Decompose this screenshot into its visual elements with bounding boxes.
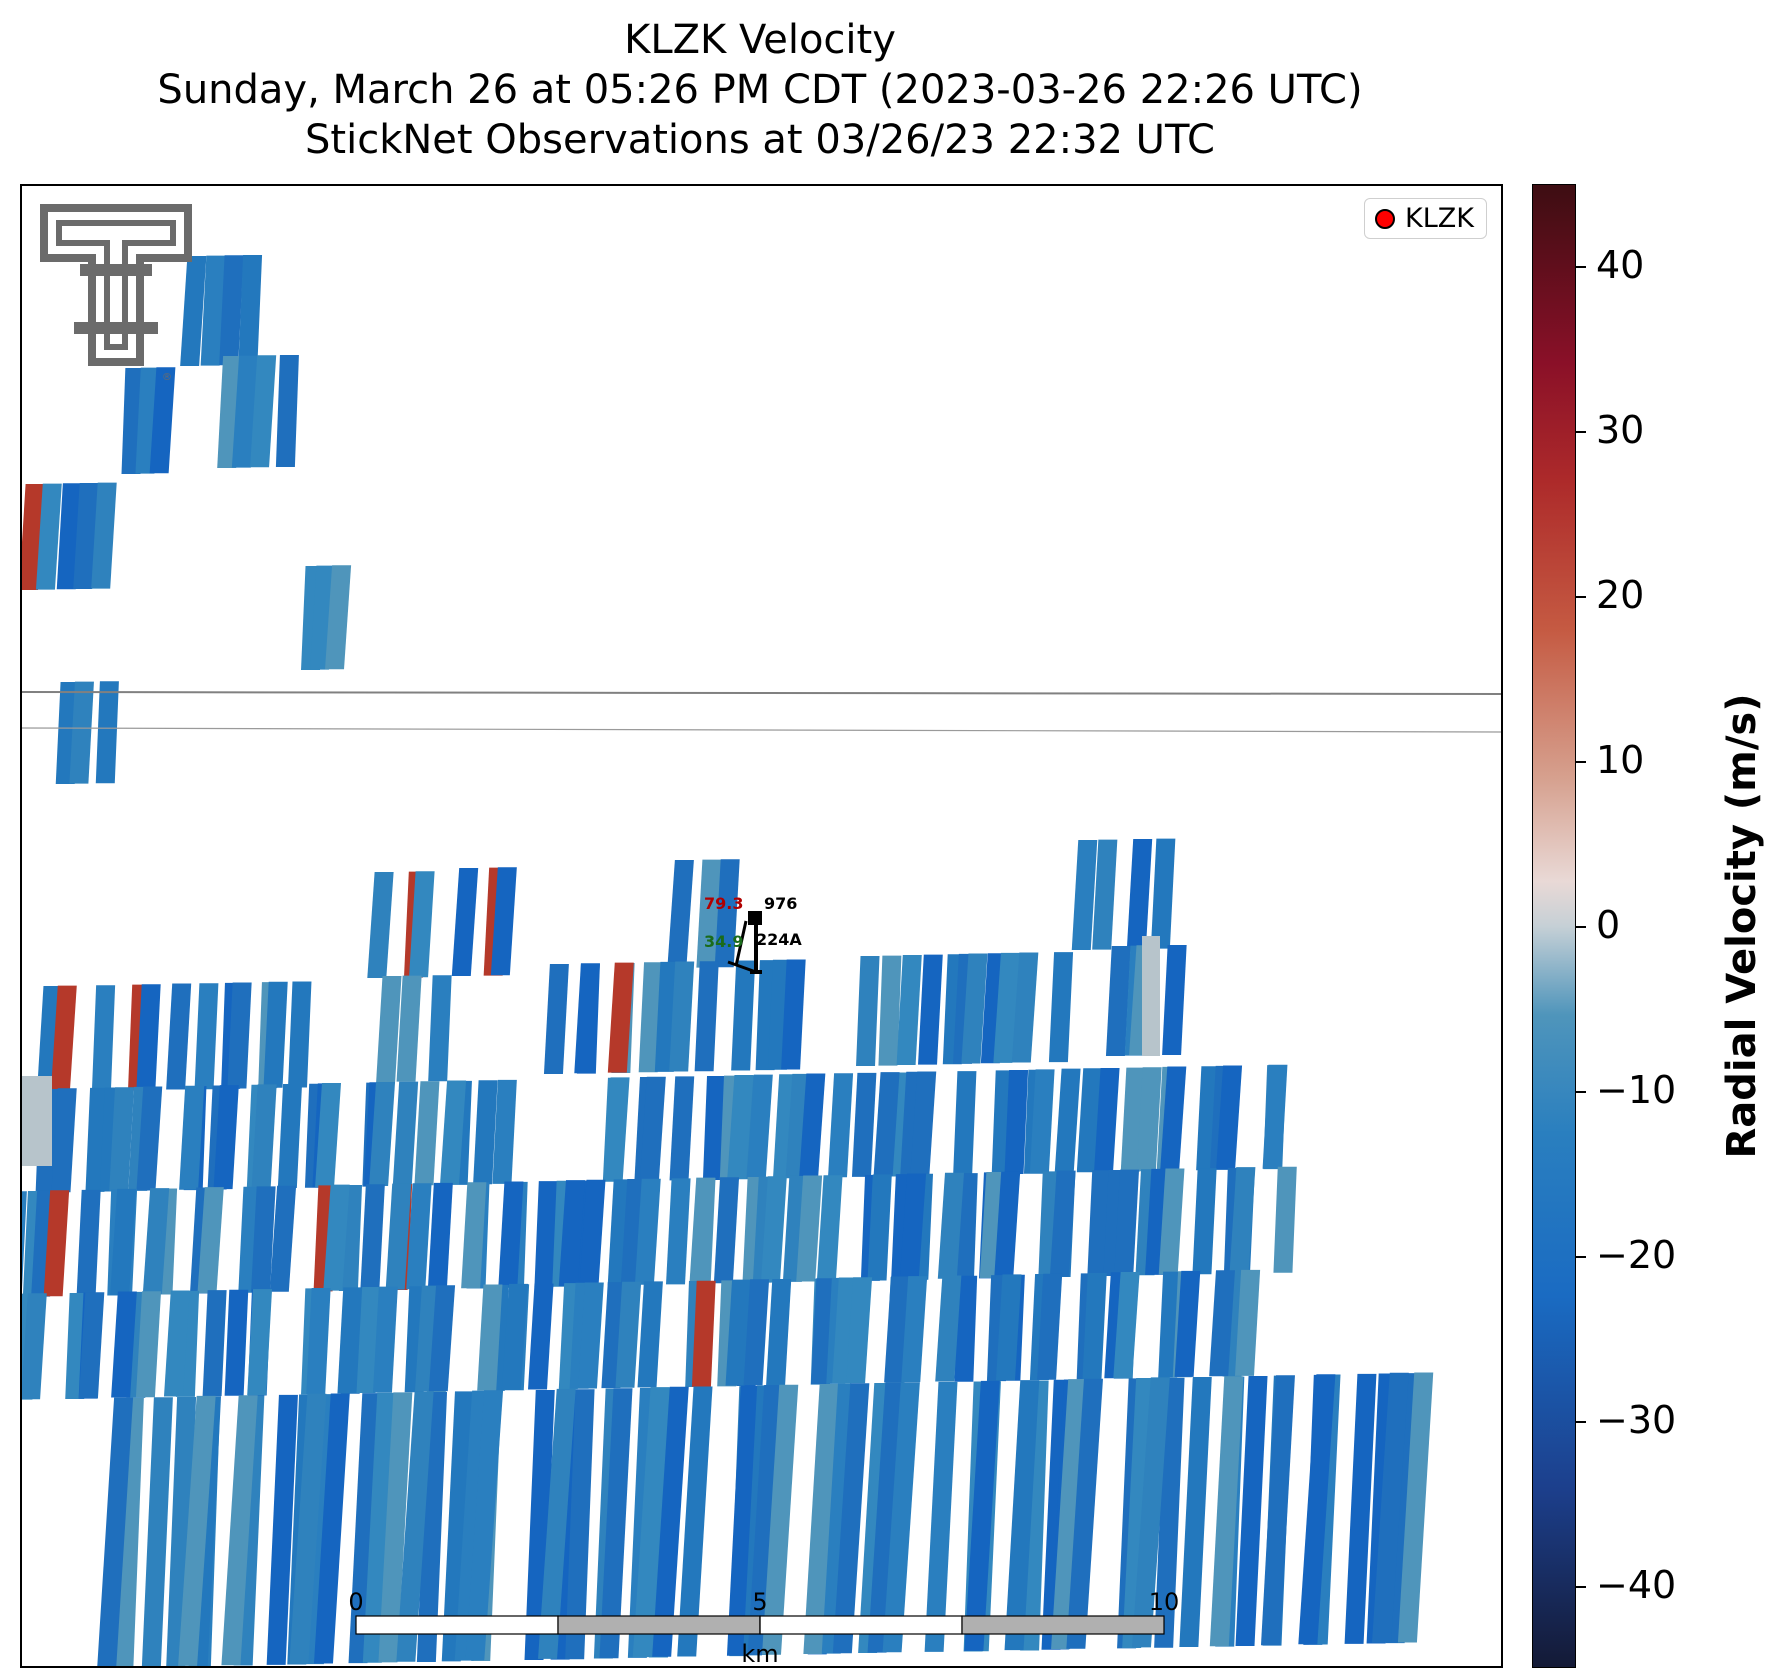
legend-marker-icon — [1375, 208, 1396, 229]
colorbar-tick — [1576, 1090, 1586, 1093]
county-line-2 — [22, 727, 1501, 733]
scale-label-10: 10 — [1149, 1588, 1180, 1616]
radar-plot-area: ® 79.3 976 34.9 224A 0 5 10 km KLZK — [20, 184, 1503, 1668]
colorbar-tick-label: −40 — [1596, 1562, 1677, 1607]
title-line-1: KLZK Velocity — [624, 17, 896, 63]
scale-segment-4 — [961, 1615, 1165, 1635]
colorbar-tick-label: −10 — [1596, 1067, 1677, 1112]
colorbar-tick-label: −20 — [1596, 1232, 1677, 1277]
texas-tech-logo-icon: ® — [40, 204, 192, 383]
scale-label-0: 0 — [348, 1588, 363, 1616]
title-line-3: StickNet Observations at 03/26/23 22:32 … — [305, 117, 1215, 163]
colorbar-label: Radial Velocity (m/s) — [1719, 693, 1765, 1159]
velocity-gates — [22, 254, 1434, 1666]
radar-map: ® 79.3 976 34.9 224A 0 5 10 km — [22, 204, 1501, 1666]
colorbar-tick — [1576, 1255, 1586, 1258]
title-line-2: Sunday, March 26 at 05:26 PM CDT (2023-0… — [157, 67, 1363, 113]
station-temperature: 79.3 — [704, 894, 743, 913]
scale-unit: km — [741, 1640, 778, 1666]
station-dewpoint: 34.9 — [704, 932, 743, 951]
colorbar-tick-label: 0 — [1596, 903, 1621, 947]
scale-segment-1 — [355, 1615, 559, 1635]
colorbar-tick — [1576, 1420, 1586, 1423]
colorbar-tick — [1576, 431, 1586, 434]
svg-text:®: ® — [162, 372, 172, 383]
station-pressure: 976 — [764, 894, 797, 913]
scale-segment-2 — [557, 1615, 761, 1635]
colorbar-tick-label: 20 — [1596, 573, 1645, 618]
scale-bar: 0 5 10 km — [348, 1588, 1179, 1666]
colorbar-tick-label: 40 — [1596, 243, 1645, 288]
colorbar-tick — [1576, 596, 1586, 599]
scale-segment-3 — [759, 1615, 963, 1635]
colorbar-tick-label: 10 — [1596, 738, 1645, 783]
sticknet-station-plot: 79.3 976 34.9 224A — [704, 894, 802, 974]
scale-label-5: 5 — [752, 1588, 767, 1616]
colorbar-tick — [1576, 266, 1586, 269]
legend: KLZK — [1364, 198, 1487, 239]
county-line-1 — [22, 691, 1501, 695]
colorbar-tick — [1576, 761, 1586, 764]
colorbar-tick-label: −30 — [1596, 1397, 1677, 1442]
colorbar-tick — [1576, 926, 1586, 928]
station-id: 224A — [756, 930, 802, 949]
colorbar-tick — [1576, 1585, 1586, 1588]
colorbar — [1532, 184, 1576, 1668]
colorbar-tick-label: 30 — [1596, 408, 1645, 453]
legend-label: KLZK — [1405, 203, 1474, 234]
